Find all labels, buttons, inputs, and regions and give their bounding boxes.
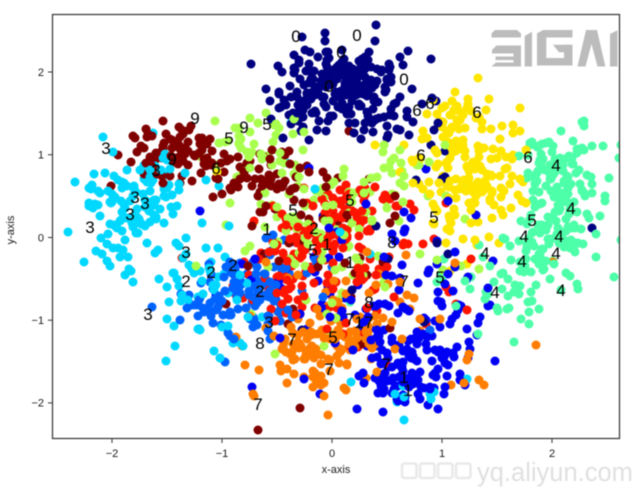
svg-text:1: 1 [439,448,445,460]
svg-text:2: 2 [309,219,318,238]
svg-text:0: 0 [336,43,345,62]
svg-text:5: 5 [527,211,536,230]
svg-text:4: 4 [480,244,489,263]
svg-text:−2: −2 [31,398,44,410]
svg-text:2: 2 [206,263,215,282]
svg-text:1: 1 [262,220,271,239]
svg-text:5: 5 [429,208,438,227]
svg-text:3: 3 [101,139,110,158]
svg-text:4: 4 [490,283,499,302]
svg-text:7: 7 [381,355,390,374]
svg-text:5: 5 [328,328,337,347]
svg-text:3: 3 [264,313,273,332]
svg-text:4: 4 [551,156,560,175]
svg-text:1: 1 [345,253,354,272]
svg-text:2: 2 [255,282,264,301]
svg-text:1: 1 [403,381,412,400]
svg-text:6: 6 [412,101,421,120]
svg-text:5: 5 [288,201,297,220]
svg-text:9: 9 [167,150,176,169]
svg-text:5: 5 [308,241,317,260]
svg-text:5: 5 [224,129,233,148]
svg-text:1: 1 [322,235,331,254]
svg-text:4: 4 [554,227,563,246]
svg-text:3: 3 [130,188,139,207]
svg-text:6: 6 [472,103,481,122]
svg-text:0: 0 [329,448,335,460]
svg-text:y-axis: y-axis [5,215,17,244]
svg-text:4: 4 [551,244,560,263]
svg-text:1: 1 [38,150,44,162]
svg-text:5: 5 [435,268,444,287]
svg-text:3: 3 [181,243,190,262]
svg-text:3: 3 [125,205,134,224]
svg-text:7: 7 [399,272,408,291]
svg-text:8: 8 [364,293,373,312]
svg-text:6: 6 [425,94,434,113]
svg-text:4: 4 [556,281,565,300]
svg-text:2: 2 [181,272,190,291]
svg-text:3: 3 [85,218,94,237]
svg-text:7: 7 [364,313,373,332]
svg-text:0: 0 [324,77,333,96]
svg-text:3: 3 [143,305,152,324]
svg-text:4: 4 [566,199,575,218]
svg-text:7: 7 [253,395,262,414]
svg-text:yq.aliyun.com: yq.aliyun.com [477,459,633,487]
svg-text:x-axis: x-axis [322,464,351,476]
svg-text:4: 4 [519,227,528,246]
svg-text:3: 3 [140,194,149,213]
svg-text:0: 0 [291,27,300,46]
svg-text:6: 6 [211,159,220,178]
svg-text:1: 1 [354,313,363,332]
svg-text:0: 0 [38,232,44,244]
svg-text:7: 7 [345,310,354,329]
svg-text:2: 2 [38,67,44,79]
svg-text:6: 6 [416,146,425,165]
svg-text:6: 6 [523,148,532,167]
svg-text:−1: −1 [31,315,44,327]
svg-text:4: 4 [517,252,526,271]
svg-text:8: 8 [255,334,264,353]
svg-text:9: 9 [239,118,248,137]
svg-text:0: 0 [399,70,408,89]
svg-text:0: 0 [352,26,361,45]
svg-text:8: 8 [387,233,396,252]
svg-text:−1: −1 [216,448,229,460]
svg-text:2: 2 [549,448,555,460]
svg-text:5: 5 [345,191,354,210]
svg-text:2: 2 [228,256,237,275]
svg-text:5: 5 [262,115,271,134]
svg-text:−2: −2 [106,448,119,460]
svg-text:7: 7 [287,330,296,349]
svg-text:3: 3 [151,161,160,180]
svg-text:1: 1 [399,368,408,387]
svg-text:9: 9 [190,109,199,128]
svg-text:7: 7 [324,360,333,379]
